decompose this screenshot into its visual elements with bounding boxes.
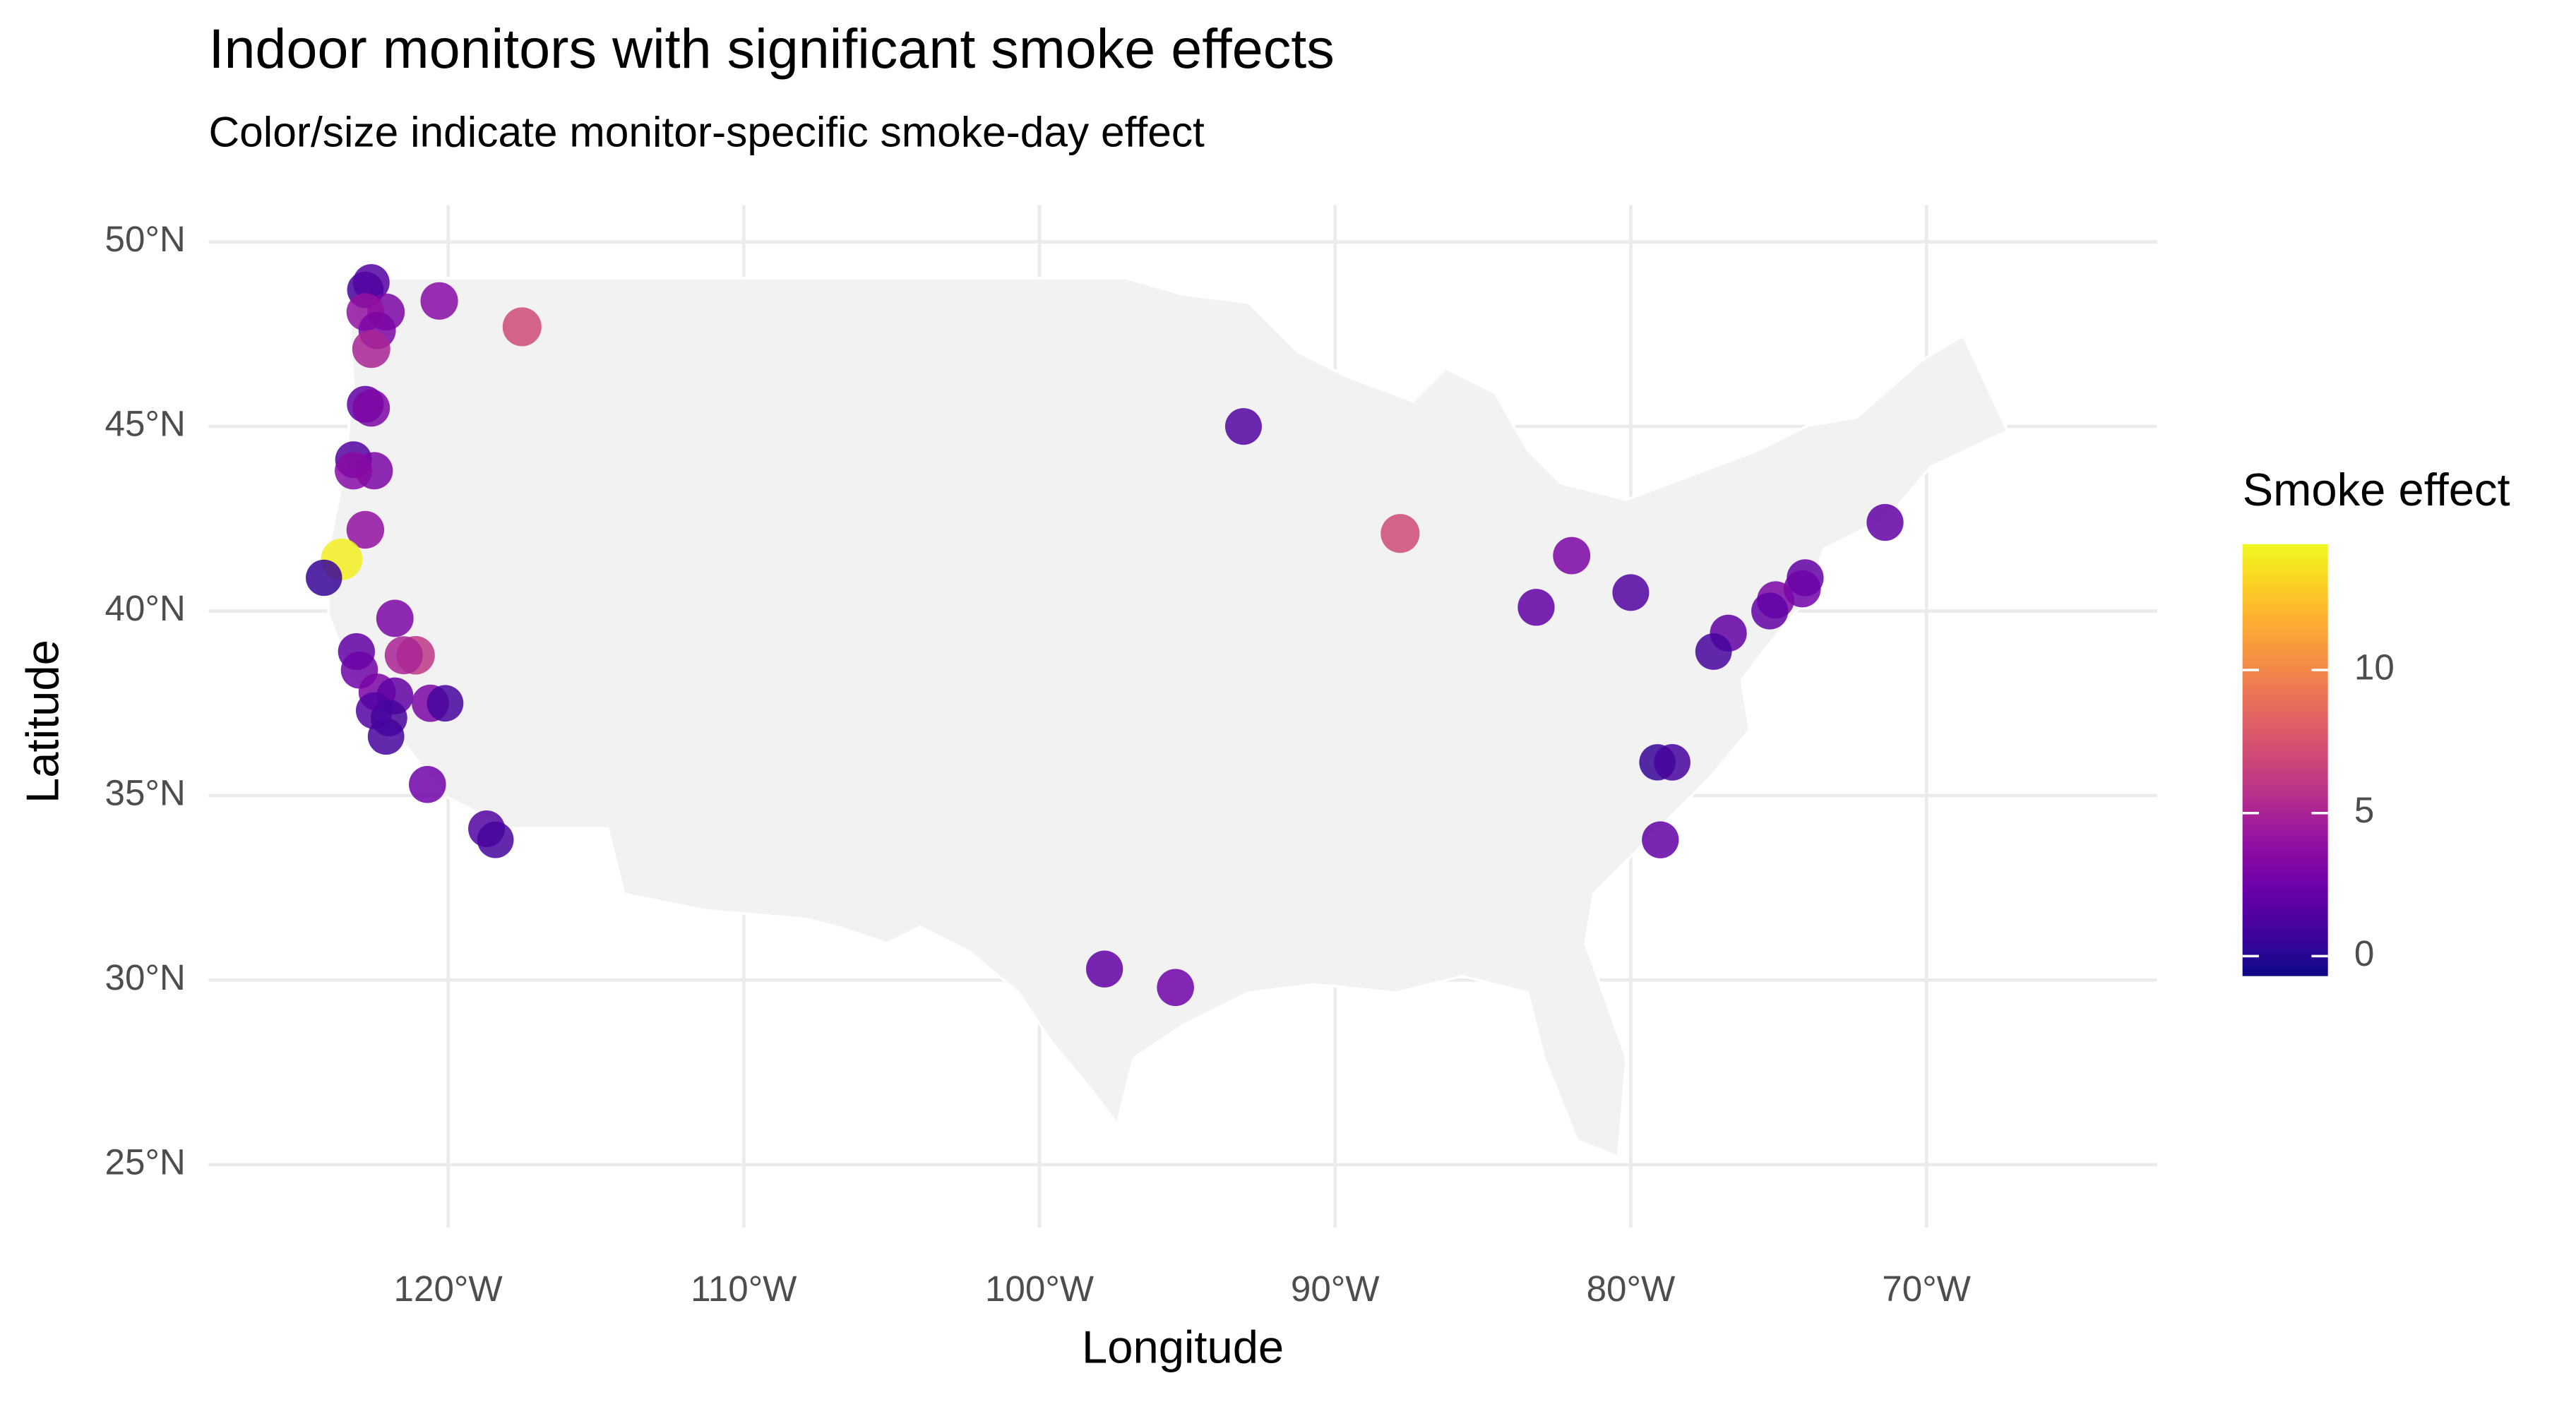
point: [1553, 537, 1591, 575]
point: [427, 685, 464, 722]
x-tick-label: 70°W: [1882, 1269, 1971, 1309]
point: [352, 330, 390, 369]
x-tick-label: 120°W: [394, 1269, 503, 1309]
y-tick-label: 40°N: [105, 588, 186, 628]
x-tick-label: 90°W: [1291, 1269, 1380, 1309]
point: [306, 559, 342, 597]
y-tick-label: 50°N: [105, 219, 186, 259]
point: [1085, 950, 1123, 988]
y-tick-label: 30°N: [105, 957, 186, 997]
point: [376, 599, 414, 637]
point: [409, 765, 446, 803]
x-axis-label: Longitude: [1082, 1321, 1284, 1372]
point: [502, 307, 542, 347]
point: [352, 264, 390, 301]
point: [1157, 969, 1194, 1007]
point: [1642, 821, 1679, 858]
point: [1751, 592, 1789, 630]
point: [1866, 503, 1904, 541]
point: [1381, 514, 1420, 553]
y-tick-label: 25°N: [105, 1142, 186, 1182]
point: [477, 821, 514, 858]
x-tick-label: 100°W: [985, 1269, 1095, 1309]
point: [1517, 589, 1555, 626]
y-axis-label: Latitude: [16, 640, 68, 803]
chart-title: Indoor monitors with significant smoke e…: [208, 17, 1334, 80]
y-tick-label: 35°N: [105, 772, 186, 813]
point: [1224, 408, 1262, 445]
y-tick-label: 45°N: [105, 404, 186, 444]
point: [1612, 574, 1650, 611]
x-tick-label: 80°W: [1587, 1269, 1676, 1309]
point: [367, 718, 405, 755]
point: [420, 282, 458, 320]
point: [1695, 633, 1732, 670]
us-map: [327, 277, 2010, 1159]
points: [306, 264, 1904, 1007]
colorbar-tick-label: 0: [2354, 933, 2374, 973]
chart-subtitle: Color/size indicate monitor-specific smo…: [208, 107, 1205, 155]
point: [335, 452, 373, 490]
colorbar: [2242, 544, 2328, 976]
colorbar-tick-label: 5: [2354, 790, 2374, 830]
legend-title: Smoke effect: [2243, 464, 2510, 515]
point: [1654, 744, 1690, 781]
point: [384, 636, 423, 675]
x-tick-label: 110°W: [691, 1269, 797, 1309]
colorbar-tick-label: 10: [2354, 647, 2395, 688]
point: [346, 510, 385, 549]
point: [352, 389, 390, 427]
legend: Smoke effect 0 5 10: [2242, 464, 2510, 976]
